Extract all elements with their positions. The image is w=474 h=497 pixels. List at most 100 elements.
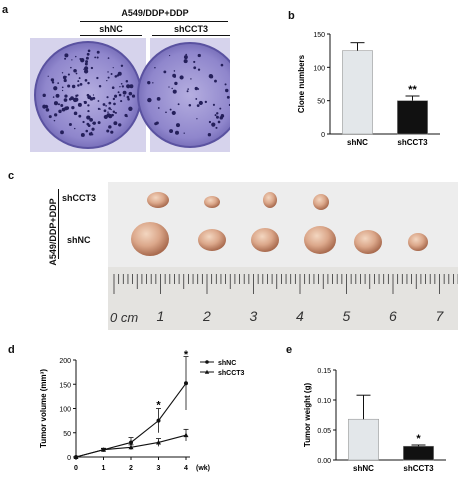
y-tick-label: 150: [313, 32, 325, 39]
legend-marker: [204, 369, 210, 374]
colony-dot: [173, 70, 176, 72]
colony-dot: [126, 95, 130, 99]
colony-dot: [55, 94, 59, 98]
colony-dot: [50, 78, 55, 82]
colony-dot: [47, 75, 49, 77]
ruler-number: 1: [156, 308, 165, 324]
y-tick-label: 100: [313, 65, 325, 72]
colony-dot: [110, 73, 113, 75]
chart-tumor-weight: 0.00 0.05 0.10 0.15 shNC shCCT3 * Tumor weight …: [303, 368, 446, 473]
colony-dot: [225, 88, 229, 93]
colony-dot: [52, 96, 55, 98]
ruler-number: 4: [296, 308, 304, 324]
colony-dot: [92, 94, 95, 96]
colony-dot: [215, 126, 218, 129]
chart-tumor-volume: 0 50 100 150 200 0 1 2 3 4 (wk) Tumor volume (mm³) s…: [39, 350, 245, 472]
panel-c-row-bracket: [58, 189, 59, 259]
colony-dot: [77, 80, 80, 83]
ruler-unit-label: 0 cm: [110, 310, 139, 325]
significance-label: *: [184, 350, 189, 361]
colony-dot: [220, 63, 224, 67]
panel-d-label: d: [8, 344, 15, 356]
colony-dot: [70, 66, 72, 69]
colony-dot: [124, 91, 127, 94]
colony-dot: [61, 89, 64, 92]
colony-dot: [125, 80, 129, 83]
colony-dot: [114, 112, 116, 114]
category-label: shCCT3: [397, 138, 428, 147]
colony-dot: [131, 94, 136, 98]
category-label: shCCT3: [403, 464, 434, 473]
colony-dot: [48, 115, 52, 119]
colony-dot: [183, 59, 188, 64]
colony-dot: [110, 108, 112, 111]
colony-dot: [86, 93, 90, 97]
legend-label: shNC: [218, 360, 236, 367]
colony-dot: [42, 104, 47, 109]
significance-label: *: [156, 400, 161, 412]
colony-dot: [219, 107, 222, 110]
colony-dot: [73, 68, 77, 73]
data-point: [128, 444, 134, 450]
colony-dot: [207, 133, 212, 137]
x-tick-label: 4: [184, 465, 188, 472]
colony-dot: [169, 129, 174, 134]
colony-dot: [85, 56, 89, 60]
colony-dot: [84, 66, 89, 71]
colony-dot: [123, 95, 125, 97]
colony-dot: [175, 130, 179, 135]
colony-dot: [197, 53, 201, 58]
colony-dot: [96, 50, 100, 54]
category-label: shNC: [347, 138, 368, 147]
colony-dot: [196, 118, 198, 120]
colony-dot: [68, 97, 72, 101]
chart-clone-numbers: 0 50 100 150 shNC shCCT3 ** Clone numbers: [297, 32, 440, 147]
data-point: [156, 439, 161, 445]
colony-dot: [121, 85, 125, 88]
colony-dot: [85, 129, 89, 133]
colony-dot: [112, 97, 116, 101]
colony-dot: [177, 103, 180, 106]
colony-dot: [147, 80, 151, 85]
colony-dot: [106, 129, 110, 133]
colony-dot: [186, 90, 189, 93]
ruler-number: 3: [249, 308, 258, 324]
colony-dot: [103, 114, 108, 120]
colony-dot: [106, 96, 109, 99]
colony-dot: [57, 103, 60, 106]
dish-shcct3: [137, 42, 230, 148]
colony-dot: [87, 104, 90, 107]
colony-dot: [212, 103, 216, 106]
colony-dot: [107, 76, 110, 79]
data-point: [73, 454, 79, 459]
y-tick-label: 100: [59, 407, 71, 414]
panel-a-group-underline-1: [80, 35, 142, 36]
colony-dot: [125, 115, 128, 118]
colony-dot: [107, 57, 110, 59]
colony-dot: [88, 132, 93, 136]
panel-a-group-shcct3: shCCT3: [173, 24, 208, 34]
panel-c-side-label: A549/DDP+DDP: [48, 198, 58, 266]
colony-dot: [60, 104, 64, 107]
colony-dot: [168, 86, 170, 88]
colony-dot: [103, 109, 107, 113]
panel-a-header-line: [80, 21, 228, 22]
colony-dot: [61, 72, 64, 74]
colony-dot: [86, 122, 90, 126]
colony-dot: [80, 132, 85, 137]
colony-dot: [98, 85, 102, 88]
colony-dot: [220, 113, 224, 118]
colony-dot: [58, 109, 62, 114]
y-tick-label: 50: [63, 431, 71, 438]
colony-dot: [214, 79, 217, 83]
colony-dot: [60, 130, 64, 135]
colony-dot: [87, 81, 90, 85]
panel-a-label: a: [2, 4, 9, 16]
colony-dot: [204, 100, 208, 104]
colony-dot: [169, 108, 172, 111]
colony-dot: [113, 121, 118, 126]
data-point: [129, 440, 133, 445]
panel-e-label: e: [286, 344, 293, 356]
colony-dot: [172, 73, 177, 78]
colony-dot: [64, 57, 67, 60]
